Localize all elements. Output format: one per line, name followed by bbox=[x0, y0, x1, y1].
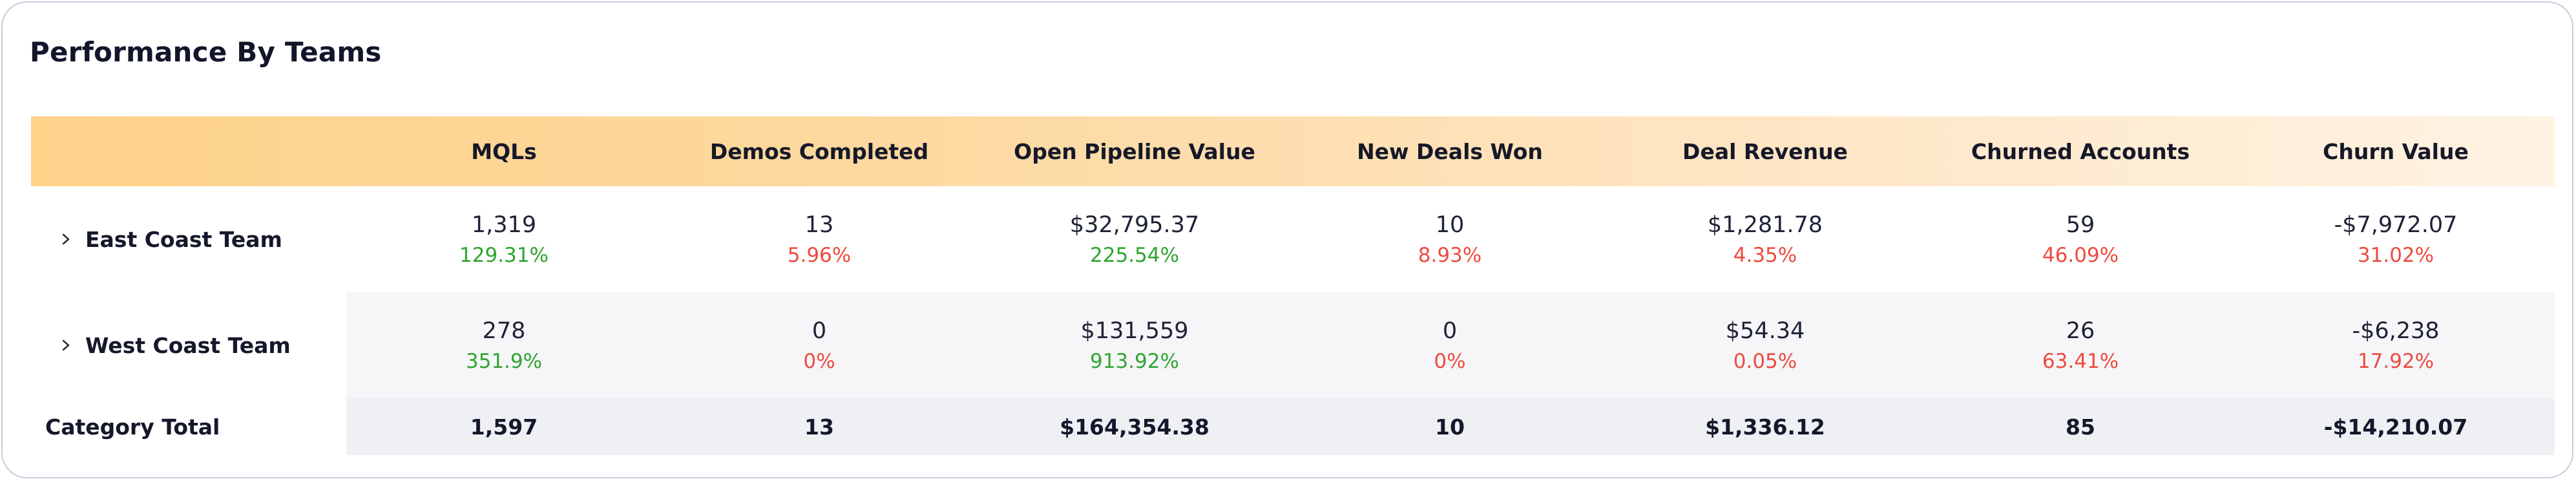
metric-change: 913.92% bbox=[1090, 350, 1179, 373]
metric-cell-deal-revenue: $54.34 0.05% bbox=[1607, 292, 1923, 398]
total-value: $1,336.12 bbox=[1705, 414, 1825, 440]
total-cell-churn-value: -$14,210.07 bbox=[2238, 398, 2553, 455]
total-value: 10 bbox=[1435, 414, 1465, 440]
metric-change: 129.31% bbox=[459, 244, 549, 267]
metric-change: 0.05% bbox=[1733, 350, 1797, 373]
total-label: Category Total bbox=[45, 414, 220, 440]
column-header-demos-completed[interactable]: Demos Completed bbox=[709, 138, 929, 164]
metric-value: 13 bbox=[804, 212, 834, 238]
metric-value: -$7,972.07 bbox=[2334, 212, 2458, 238]
header-corner bbox=[31, 116, 346, 186]
column-header-churned-accounts[interactable]: Churned Accounts bbox=[1971, 138, 2190, 164]
metric-cell-open-pipeline-value: $131,559 913.92% bbox=[977, 292, 1292, 398]
total-value: 85 bbox=[2066, 414, 2095, 440]
metric-change: 17.92% bbox=[2357, 350, 2435, 373]
chevron-right-icon[interactable] bbox=[59, 339, 72, 352]
table-row-category-total: Category Total 1,597 13 $164,354.38 10 $… bbox=[31, 398, 2555, 455]
metric-value: $32,795.37 bbox=[1069, 212, 1200, 238]
table-row-east-coast-team[interactable]: East Coast Team 1,319 129.31% 13 5.96% $… bbox=[31, 186, 2555, 292]
row-label[interactable]: East Coast Team bbox=[31, 186, 346, 292]
total-cell-open-pipeline-value: $164,354.38 bbox=[977, 398, 1292, 455]
metric-value: 26 bbox=[2066, 318, 2095, 344]
metric-cell-deal-revenue: $1,281.78 4.35% bbox=[1607, 186, 1923, 292]
metric-value: 278 bbox=[482, 318, 526, 344]
row-background bbox=[346, 292, 2555, 398]
total-cell-deal-revenue: $1,336.12 bbox=[1607, 398, 1923, 455]
team-name: East Coast Team bbox=[85, 226, 282, 252]
metric-value: 0 bbox=[1442, 318, 1458, 344]
metric-change: 63.41% bbox=[2042, 350, 2119, 373]
panel-title: Performance By Teams bbox=[30, 36, 382, 68]
metric-cell-demos-completed: 13 5.96% bbox=[662, 186, 977, 292]
metric-value: 0 bbox=[812, 318, 827, 344]
metric-value: $131,559 bbox=[1080, 318, 1189, 344]
metric-change: 351.9% bbox=[465, 350, 543, 373]
metric-value: 1,319 bbox=[471, 212, 537, 238]
metric-cell-churn-value: -$6,238 17.92% bbox=[2238, 292, 2553, 398]
metric-change: 46.09% bbox=[2042, 244, 2119, 267]
total-cell-churned-accounts: 85 bbox=[1923, 398, 2238, 455]
metric-cell-churned-accounts: 26 63.41% bbox=[1923, 292, 2238, 398]
total-cell-mqls: 1,597 bbox=[346, 398, 662, 455]
column-header-deal-revenue[interactable]: Deal Revenue bbox=[1682, 138, 1848, 164]
metric-value: 10 bbox=[1435, 212, 1465, 238]
metric-cell-mqls: 1,319 129.31% bbox=[346, 186, 662, 292]
metric-value: $1,281.78 bbox=[1707, 212, 1823, 238]
metric-change: 4.35% bbox=[1733, 244, 1797, 267]
row-label[interactable]: West Coast Team bbox=[31, 292, 346, 398]
metric-change: 0% bbox=[803, 350, 835, 373]
metric-value: -$6,238 bbox=[2352, 318, 2440, 344]
metric-change: 5.96% bbox=[787, 244, 852, 267]
metric-cell-new-deals-won: 10 8.93% bbox=[1292, 186, 1607, 292]
metric-cell-open-pipeline-value: $32,795.37 225.54% bbox=[977, 186, 1292, 292]
total-cell-new-deals-won: 10 bbox=[1292, 398, 1607, 455]
column-header-churn-value[interactable]: Churn Value bbox=[2323, 138, 2469, 164]
metric-cell-churned-accounts: 59 46.09% bbox=[1923, 186, 2238, 292]
metric-change: 31.02% bbox=[2357, 244, 2435, 267]
metric-value: $54.34 bbox=[1725, 318, 1805, 344]
metric-cell-mqls: 278 351.9% bbox=[346, 292, 662, 398]
metric-cell-new-deals-won: 0 0% bbox=[1292, 292, 1607, 398]
metric-change: 225.54% bbox=[1090, 244, 1179, 267]
column-header-open-pipeline-value[interactable]: Open Pipeline Value bbox=[1014, 138, 1255, 164]
metric-value: 59 bbox=[2066, 212, 2095, 238]
metric-change: 0% bbox=[1434, 350, 1466, 373]
team-name: West Coast Team bbox=[85, 332, 291, 358]
column-header-new-deals-won[interactable]: New Deals Won bbox=[1357, 138, 1543, 164]
metric-change: 8.93% bbox=[1418, 244, 1482, 267]
total-value: -$14,210.07 bbox=[2323, 414, 2468, 440]
row-label: Category Total bbox=[31, 398, 346, 455]
table-row-west-coast-team[interactable]: West Coast Team 278 351.9% 0 0% $131,559… bbox=[31, 292, 2555, 398]
table-header: MQLs Demos Completed Open Pipeline Value… bbox=[31, 116, 2555, 186]
total-value: 13 bbox=[804, 414, 834, 440]
row-background bbox=[346, 398, 2555, 455]
performance-table: MQLs Demos Completed Open Pipeline Value… bbox=[31, 116, 2555, 455]
metric-cell-demos-completed: 0 0% bbox=[662, 292, 977, 398]
total-value: 1,597 bbox=[470, 414, 538, 440]
total-cell-demos-completed: 13 bbox=[662, 398, 977, 455]
metric-cell-churn-value: -$7,972.07 31.02% bbox=[2238, 186, 2553, 292]
chevron-right-icon[interactable] bbox=[59, 233, 72, 246]
column-header-mqls[interactable]: MQLs bbox=[471, 138, 537, 164]
total-value: $164,354.38 bbox=[1060, 414, 1209, 440]
